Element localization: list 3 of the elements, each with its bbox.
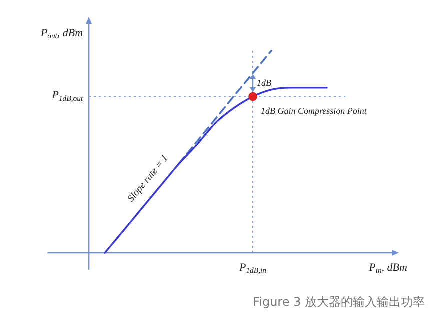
annotation: 1dB [257,78,272,88]
caption: Figure 3 放大器的输入输出功率 [253,295,425,310]
annotation: 1dB Gain Compression Point [261,106,368,116]
